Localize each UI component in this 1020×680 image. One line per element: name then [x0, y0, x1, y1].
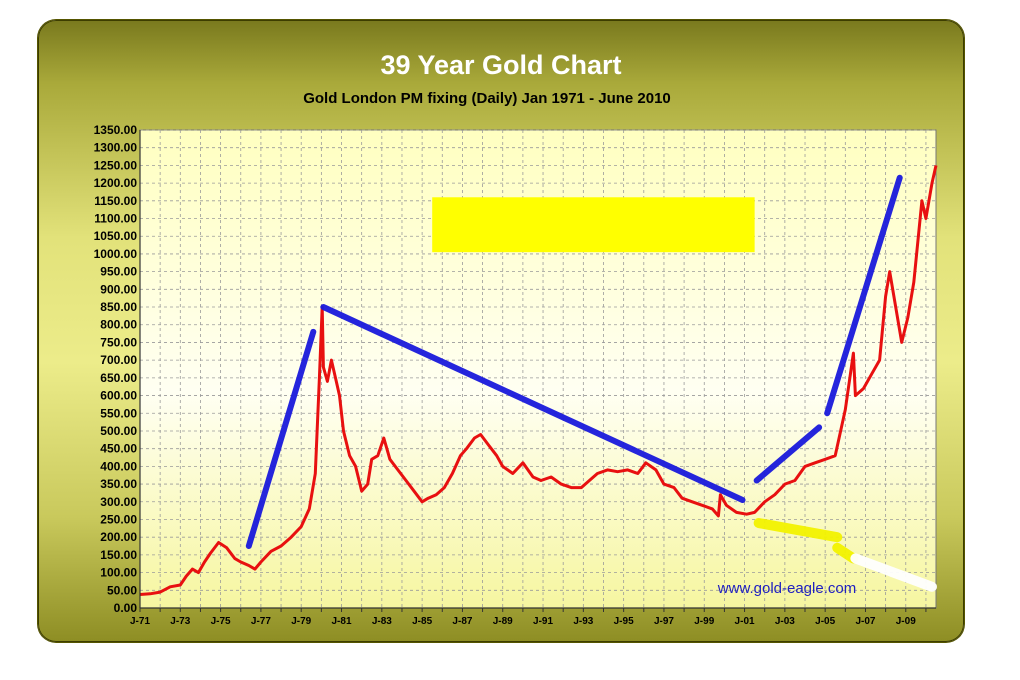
y-tick-label: 600.00	[100, 389, 137, 403]
x-tick-label: J-83	[372, 616, 392, 627]
y-tick-label: 1250.00	[94, 158, 138, 172]
y-tick-label: 1150.00	[94, 194, 137, 208]
x-tick-label: J-89	[493, 616, 513, 627]
x-tick-label: J-01	[735, 616, 755, 627]
y-tick-label: 750.00	[100, 335, 137, 349]
marker-stroke	[753, 518, 843, 543]
y-tick-label: 1000.00	[94, 247, 138, 261]
highlight-box	[432, 197, 755, 253]
y-tick-label: 400.00	[100, 459, 137, 473]
y-tick-label: 800.00	[100, 318, 137, 332]
y-tick-label: 900.00	[100, 282, 137, 296]
x-tick-label: J-09	[896, 616, 916, 627]
y-tick-label: 150.00	[100, 548, 137, 562]
x-tick-label: J-87	[452, 616, 472, 627]
y-tick-label: 250.00	[100, 512, 137, 526]
chart-subtitle: Gold London PM fixing (Daily) Jan 1971 -…	[303, 90, 671, 107]
y-tick-label: 300.00	[100, 495, 137, 509]
x-tick-label: J-79	[291, 616, 311, 627]
plot-layer: 0.00 50.00 100.00 150.00 200.00 250.00 300.00 3…	[94, 123, 938, 627]
y-tick-label: 100.00	[100, 566, 137, 580]
chart-title: 39 Year Gold Chart	[380, 50, 621, 80]
trend-line	[824, 174, 903, 417]
x-tick-label: J-07	[855, 616, 875, 627]
x-tick-label: J-81	[332, 616, 352, 627]
gold-price-line	[139, 165, 938, 596]
trend-line	[753, 424, 823, 484]
trend-line	[245, 328, 317, 550]
marker-stroke	[850, 553, 937, 592]
trend-line	[320, 304, 746, 504]
x-tick-label: J-05	[815, 616, 835, 627]
x-tick-label: J-95	[614, 616, 634, 627]
y-tick-label: 1200.00	[94, 176, 138, 190]
y-tick-label: 650.00	[100, 371, 137, 385]
x-tick-label: J-03	[775, 616, 795, 627]
y-tick-label: 450.00	[100, 442, 137, 456]
y-tick-label: 1100.00	[94, 212, 137, 226]
x-tick-label: J-73	[170, 616, 190, 627]
y-tick-label: 1350.00	[94, 123, 138, 137]
x-tick-label: J-97	[654, 616, 674, 627]
x-tick-label: J-71	[130, 616, 150, 627]
y-tick-label: 350.00	[100, 477, 137, 491]
x-tick-label: J-99	[694, 616, 714, 627]
y-tick-label: 0.00	[114, 601, 138, 615]
y-tick-label: 700.00	[100, 353, 137, 367]
y-tick-label: 850.00	[100, 300, 137, 314]
marker-stroke	[832, 542, 859, 564]
y-tick-label: 950.00	[100, 265, 137, 279]
y-tick-label: 50.00	[107, 583, 137, 597]
y-tick-label: 500.00	[100, 424, 137, 438]
y-tick-label: 1300.00	[94, 141, 138, 155]
x-tick-label: J-77	[251, 616, 271, 627]
x-tick-label: J-91	[533, 616, 553, 627]
watermark-text: www.gold-eagle.com	[717, 580, 856, 597]
x-tick-label: J-93	[573, 616, 593, 627]
x-tick-label: J-85	[412, 616, 432, 627]
x-tick-label: J-75	[211, 616, 231, 627]
y-tick-label: 550.00	[100, 406, 137, 420]
y-tick-label: 1050.00	[94, 229, 138, 243]
y-tick-label: 200.00	[100, 530, 137, 544]
